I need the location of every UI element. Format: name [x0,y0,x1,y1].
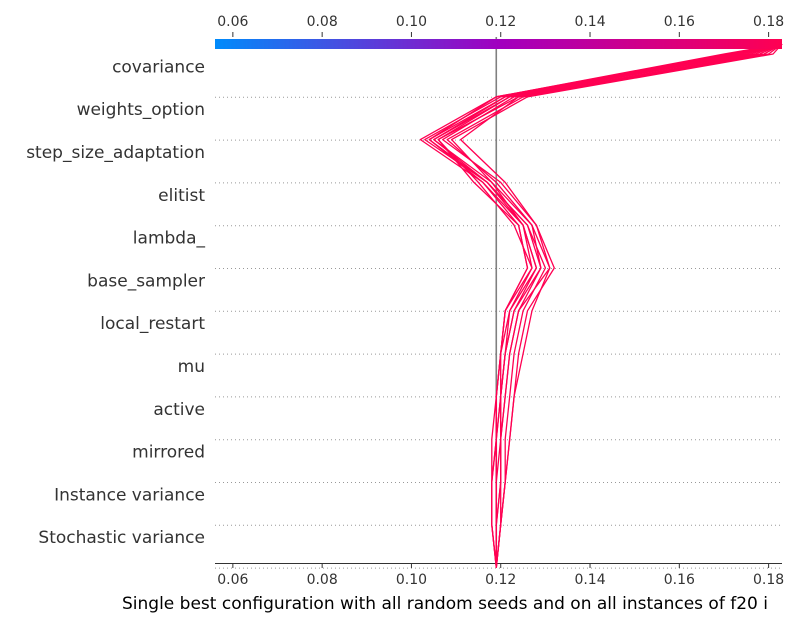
x-tick-label-top: 0.18 [753,14,784,30]
feature-label: local_restart [100,314,205,334]
x-tick-label-top: 0.16 [664,14,695,30]
x-tick-label-bottom: 0.12 [485,572,516,588]
feature-label: mirrored [132,443,205,463]
x-tick-label-top: 0.10 [396,14,427,30]
x-tick-label-bottom: 0.06 [217,572,248,588]
x-tick-label-top: 0.12 [485,14,516,30]
series-layer [419,43,783,568]
feature-label: Instance variance [54,485,205,505]
feature-label: active [153,400,205,420]
feature-label: Stochastic variance [38,528,205,548]
feature-label: mu [178,357,205,377]
decision-path-9 [459,43,783,568]
colorbar-layer [215,39,782,49]
decision-path-6 [428,43,783,568]
x-tick-label-top: 0.14 [574,14,605,30]
label-layer: covariance weights_option step_size_adapta… [26,57,205,548]
feature-label: elitist [158,186,205,206]
feature-label: covariance [112,57,205,77]
grid-layer [215,96,782,569]
decision-path-7 [437,43,783,568]
x-tick-label-bottom: 0.18 [753,572,784,588]
x-tick-label-top: 0.06 [217,14,248,30]
feature-label: lambda_ [133,229,206,249]
feature-label: step_size_adaptation [26,143,205,163]
x-tick-label-bottom: 0.16 [664,572,695,588]
decision-path-3 [442,43,783,568]
x-tick-label-top: 0.08 [307,14,338,30]
x-axis-title: Single best configuration with all rando… [122,594,768,614]
decision-path-2 [419,43,783,568]
decision-path-5 [446,43,783,568]
axis-layer: 0.06 0.06 0.08 0.08 0.10 0.10 0.12 0.12 0.14 0.14… [215,14,784,588]
colorbar [215,39,782,49]
decision-path-10 [428,43,783,568]
x-tick-label-bottom: 0.14 [574,572,605,588]
decision-path-8 [450,43,783,568]
feature-label: base_sampler [87,271,205,291]
decision-path-1 [433,43,783,568]
x-tick-label-bottom: 0.10 [396,572,427,588]
x-tick-label-bottom: 0.08 [307,572,338,588]
decision-path-11 [433,43,783,568]
decision-path-4 [437,43,783,568]
feature-label: weights_option [77,100,205,120]
